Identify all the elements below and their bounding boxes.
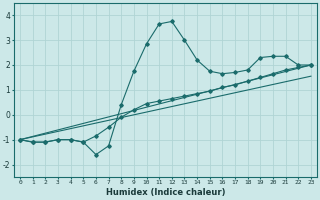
- X-axis label: Humidex (Indice chaleur): Humidex (Indice chaleur): [106, 188, 225, 197]
